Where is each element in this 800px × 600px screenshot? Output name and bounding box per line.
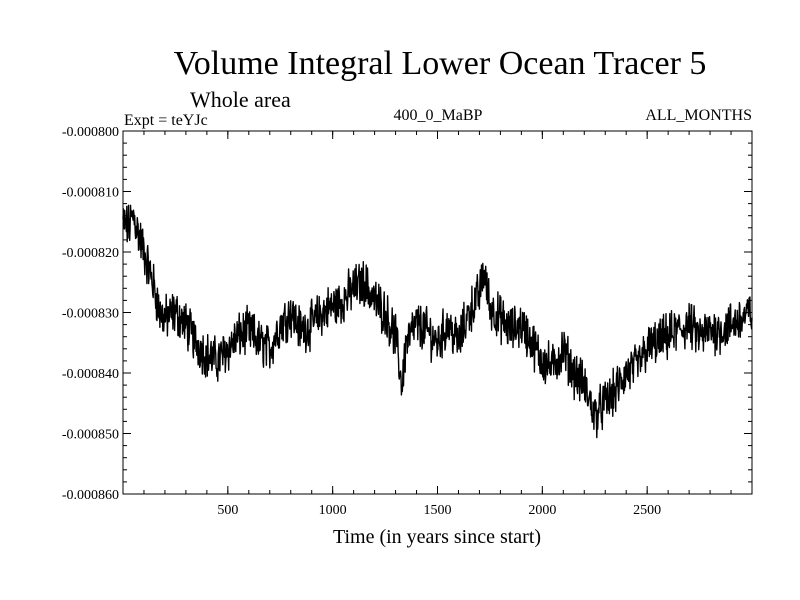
y-tick-label: -0.000810	[62, 186, 119, 201]
chart-title: Volume Integral Lower Ocean Tracer 5	[174, 45, 707, 82]
series-layer	[122, 204, 753, 439]
expt-label: Expt = teYJc	[124, 112, 208, 129]
y-tick-label: -0.000850	[62, 428, 119, 443]
plot-frame	[122, 130, 753, 495]
y-tick-label: -0.000830	[62, 307, 119, 322]
y-tick-label: -0.000800	[62, 125, 119, 140]
x-axis: 500 1000 1500 2000 2500	[143, 131, 732, 518]
series-line	[122, 204, 753, 439]
months-label: ALL_MONTHS	[645, 107, 752, 124]
y-tick-label: -0.000860	[62, 488, 119, 503]
y-tick-label: -0.000820	[62, 246, 119, 261]
x-axis-label: Time (in years since start)	[333, 526, 541, 548]
x-tick-label: 2500	[633, 503, 661, 518]
run-label: 400_0_MaBP	[394, 107, 483, 124]
x-tick-label: 500	[217, 503, 238, 518]
x-tick-label: 1000	[319, 503, 347, 518]
chart-subtitle: Whole area	[190, 87, 291, 112]
x-tick-label: 2000	[528, 503, 556, 518]
y-tick-label: -0.000840	[62, 367, 119, 382]
x-tick-label: 1500	[424, 503, 452, 518]
